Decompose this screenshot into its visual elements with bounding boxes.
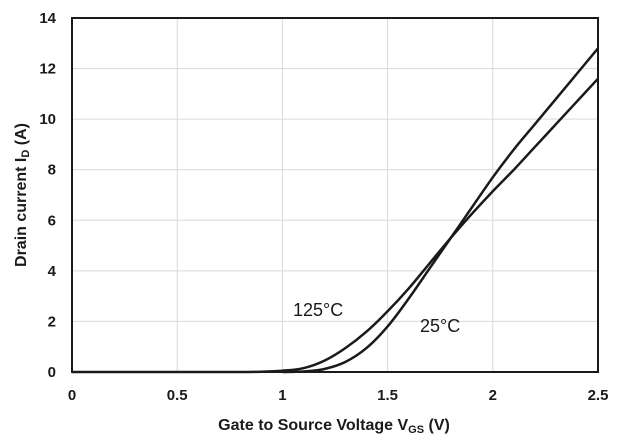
series-line-125C-0 (240, 77, 599, 374)
x-tick-label: 1.5 (377, 387, 398, 404)
y-tick-label: 2 (48, 313, 56, 330)
y-tick-label: 14 (39, 10, 56, 27)
y-tick-label: 10 (39, 111, 56, 128)
series-curves (72, 47, 599, 374)
x-axis-label-unit: (V) (424, 417, 450, 434)
x-axis-ticks: 0 0.5 1 1.5 2 2.5 (68, 387, 609, 404)
series-label-125c: 125°C (293, 300, 343, 320)
y-tick-label: 8 (48, 162, 56, 179)
plot-frame (71, 17, 599, 373)
series-label-25c: 25°C (420, 316, 460, 336)
x-tick-label: 0 (68, 387, 76, 404)
x-axis-label-subscript: GS (408, 424, 424, 436)
y-axis-label: Drain current ID (A) (13, 123, 32, 267)
y-tick-label: 4 (48, 263, 57, 280)
x-axis-label: Gate to Source Voltage VGS (V) (218, 417, 450, 436)
x-tick-label: 1 (278, 387, 286, 404)
x-tick-label: 0.5 (167, 387, 188, 404)
y-tick-label: 0 (48, 364, 56, 381)
y-axis-label-unit: (A) (13, 123, 30, 150)
x-tick-label: 2 (489, 387, 497, 404)
y-tick-label: 12 (39, 61, 56, 78)
y-axis-ticks: 0 2 4 6 8 10 12 14 (39, 10, 56, 381)
x-axis-label-main: Gate to Source Voltage V (218, 417, 408, 434)
y-tick-label: 6 (48, 212, 56, 229)
y-axis-label-main: Drain current I (13, 158, 30, 267)
y-axis-label-subscript: D (20, 150, 32, 158)
series-line-25C-1 (282, 47, 599, 374)
x-tick-label: 2.5 (588, 387, 609, 404)
